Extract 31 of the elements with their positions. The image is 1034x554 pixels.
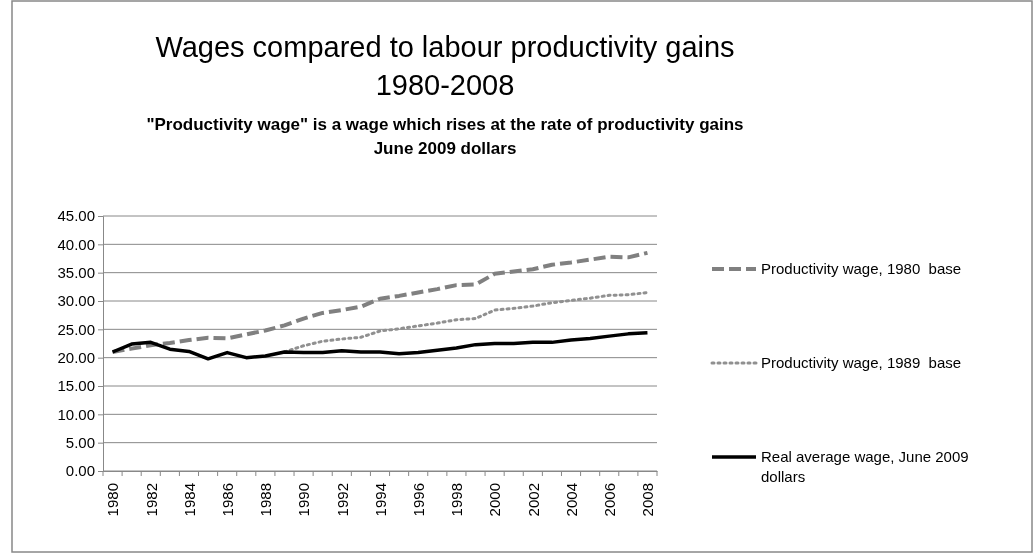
- y-tick-label: 10.00: [57, 405, 95, 423]
- x-tick-label: 2008: [639, 483, 657, 517]
- y-tick-label: 20.00: [57, 348, 95, 366]
- y-tick-label: 40.00: [57, 235, 95, 253]
- x-tick-label: 2006: [600, 483, 618, 517]
- legend-label: Productivity wage, 1980 base: [761, 260, 962, 277]
- x-tick-label: 1982: [142, 483, 160, 517]
- x-tick-label: 2000: [486, 483, 504, 517]
- y-tick-label: 35.00: [57, 263, 95, 281]
- x-tick-label: 1990: [295, 483, 313, 517]
- chart-title: Wages compared to labour productivity gains 1980-2008: [155, 31, 735, 101]
- x-tick-label: 1986: [218, 483, 236, 517]
- y-tick-label: 30.00: [57, 292, 95, 310]
- y-tick-label: 5.00: [65, 433, 95, 451]
- x-tick-label: 1984: [180, 483, 198, 517]
- x-tick-label: 1994: [371, 483, 389, 517]
- x-tick-label: 1996: [409, 483, 427, 517]
- chart-subtitle: "Productivity wage" is a wage which rises at the rate of productivity gains June 2009 dollars: [146, 115, 744, 158]
- x-tick-label: 1998: [448, 483, 466, 517]
- x-tick-label: 1980: [104, 483, 122, 517]
- legend-label: Productivity wage, 1989 base: [761, 354, 962, 371]
- x-tick-label: 1988: [257, 483, 275, 517]
- y-tick-label: 15.00: [57, 377, 95, 395]
- y-tick-label: 25.00: [57, 320, 95, 338]
- x-tick-label: 1992: [333, 483, 351, 517]
- y-tick-label: 0.00: [65, 462, 95, 480]
- y-tick-label: 45.00: [57, 207, 95, 225]
- x-tick-label: 2004: [562, 483, 580, 517]
- line-series: [110, 330, 650, 361]
- x-tick-label: 2002: [524, 483, 542, 517]
- legend-label: Real average wage, June 2009 dollars: [761, 448, 969, 485]
